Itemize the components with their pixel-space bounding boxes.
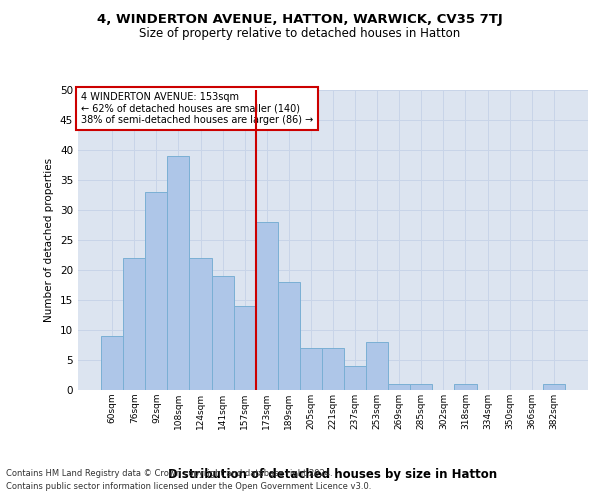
- Text: 4 WINDERTON AVENUE: 153sqm
← 62% of detached houses are smaller (140)
38% of sem: 4 WINDERTON AVENUE: 153sqm ← 62% of deta…: [80, 92, 313, 124]
- Bar: [388, 384, 410, 390]
- Bar: [278, 282, 300, 390]
- Text: 4, WINDERTON AVENUE, HATTON, WARWICK, CV35 7TJ: 4, WINDERTON AVENUE, HATTON, WARWICK, CV…: [97, 12, 503, 26]
- Bar: [543, 384, 565, 390]
- Y-axis label: Number of detached properties: Number of detached properties: [44, 158, 55, 322]
- X-axis label: Distribution of detached houses by size in Hatton: Distribution of detached houses by size …: [169, 468, 497, 481]
- Bar: [212, 276, 233, 390]
- Bar: [145, 192, 167, 390]
- Bar: [300, 348, 322, 390]
- Bar: [233, 306, 256, 390]
- Bar: [256, 222, 278, 390]
- Text: Contains HM Land Registry data © Crown copyright and database right 2024.: Contains HM Land Registry data © Crown c…: [6, 468, 332, 477]
- Text: Contains public sector information licensed under the Open Government Licence v3: Contains public sector information licen…: [6, 482, 371, 491]
- Bar: [123, 258, 145, 390]
- Bar: [410, 384, 433, 390]
- Bar: [167, 156, 190, 390]
- Bar: [366, 342, 388, 390]
- Bar: [190, 258, 212, 390]
- Text: Size of property relative to detached houses in Hatton: Size of property relative to detached ho…: [139, 28, 461, 40]
- Bar: [454, 384, 476, 390]
- Bar: [344, 366, 366, 390]
- Bar: [322, 348, 344, 390]
- Bar: [101, 336, 123, 390]
